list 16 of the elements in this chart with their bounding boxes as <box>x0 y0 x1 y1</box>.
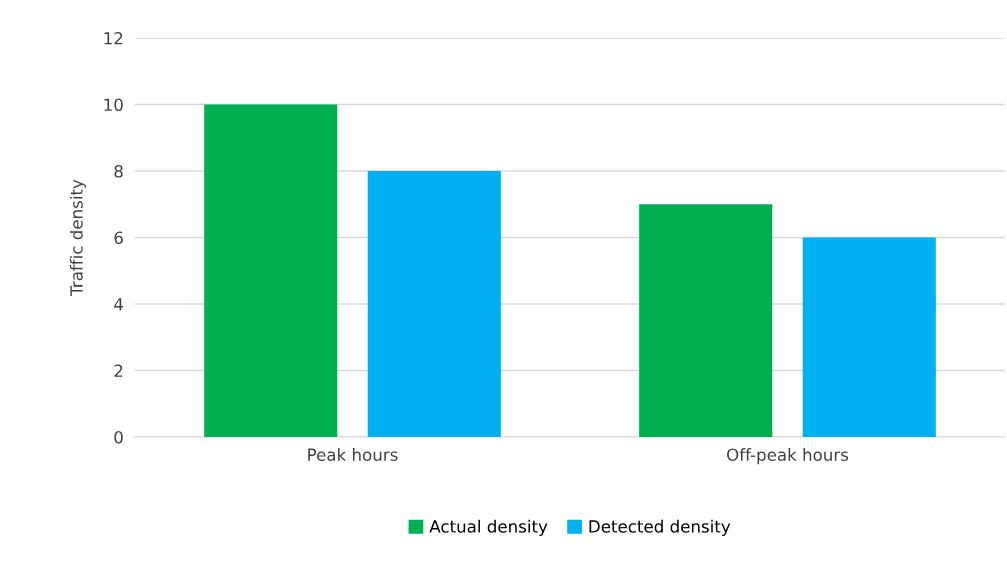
y-tick-label: 6 <box>114 231 123 245</box>
x-tick-label: Peak hours <box>308 448 398 462</box>
y-tick-label: 4 <box>114 298 123 311</box>
legend-label: Detected density <box>589 519 731 536</box>
bar <box>204 104 338 437</box>
y-tick-label: 2 <box>114 364 123 377</box>
legend-label: Actual density <box>429 519 548 536</box>
y-tick-label: 0 <box>114 430 123 444</box>
y-tick-label: 10 <box>104 98 123 112</box>
bar <box>802 237 936 437</box>
x-tick-label: Off-peak hours <box>727 448 849 465</box>
y-axis-title: Traffic density <box>69 179 87 296</box>
y-tick-label: 8 <box>114 164 123 178</box>
bar <box>639 204 773 437</box>
bar <box>367 171 501 437</box>
y-tick-label: 12 <box>104 31 123 45</box>
